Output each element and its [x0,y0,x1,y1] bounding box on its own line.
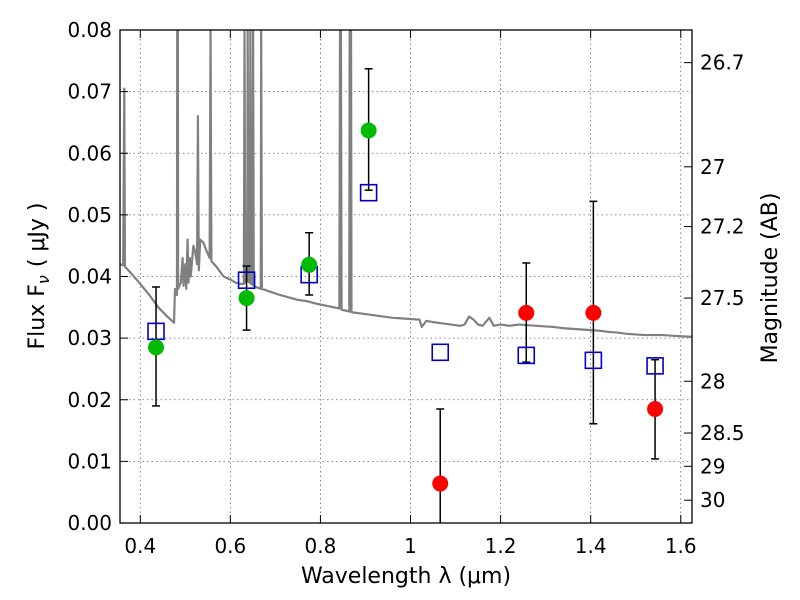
model-photometry-square [584,351,603,370]
model-spectrum-line [120,30,692,338]
x-tick-label: 1.2 [485,534,517,558]
model-photometry-square [517,346,536,365]
x-tick-label: 0.8 [305,534,337,558]
model-photometry-square [431,343,450,362]
y-tick-label: 0.05 [67,203,112,227]
y-axis-label-main: Flux F [25,284,50,349]
model-photometry-square [237,271,256,289]
right-axis-ticks: 26.7 27 27.2 27.5 28 28.5 29 30 [684,51,745,512]
y-axis-label-unit: ( μJy ) [25,203,50,268]
x-tick-label: 1 [404,534,417,558]
model-spectrum-layer [120,30,692,338]
y-tick-label: 0.08 [67,18,112,42]
y-tick-label: 0.01 [67,449,112,473]
right-tick-label: 30 [700,488,725,512]
right-tick-label: 27.2 [700,215,745,239]
x-tick-label: 1.6 [665,534,697,558]
x-axis-label: Wavelength λ (μm) [301,564,511,589]
right-tick-label: 28.5 [700,421,745,445]
nondetection-point [432,475,449,492]
grid-lines [120,29,692,524]
right-tick-label: 28 [700,369,725,393]
detection-point [238,290,255,307]
detection-point [301,256,318,273]
detection-point [148,339,165,356]
y-tick-label: 0.06 [67,141,112,165]
x-tick-label: 0.6 [214,534,246,558]
y-tick-label: 0.03 [67,326,112,350]
model-photometry-square [147,322,165,341]
right-tick-label: 27.5 [700,286,745,310]
model-photometry-square [359,183,378,202]
nondetection-point [585,304,602,321]
y-axis-ticks: 0.00 0.01 0.02 0.03 0.04 0.05 0.06 0.07 0.08 [67,18,128,535]
x-tick-label: 1.4 [575,534,607,558]
detection-point [360,122,377,139]
x-tick-label: 0.4 [124,534,156,558]
y-tick-label: 0.00 [67,511,112,535]
data-markers [147,122,664,492]
right-tick-label: 29 [700,454,725,478]
nondetection-point [518,304,535,321]
y-axis-label-subscript: ν [34,275,53,284]
right-axis-label: Magnitude (AB) [758,193,783,364]
right-tick-label: 27 [700,155,725,179]
model-photometry-square [646,357,664,375]
nondetection-point [647,400,664,417]
y-tick-label: 0.02 [67,388,112,412]
y-axis-label: Flux Fν ( μJy ) [25,203,53,350]
y-tick-label: 0.07 [67,80,112,104]
right-tick-label: 26.7 [700,51,745,75]
x-axis-ticks: 0.4 0.6 0.8 1 1.2 1.4 1.6 [124,30,697,558]
y-tick-label: 0.04 [67,265,112,289]
